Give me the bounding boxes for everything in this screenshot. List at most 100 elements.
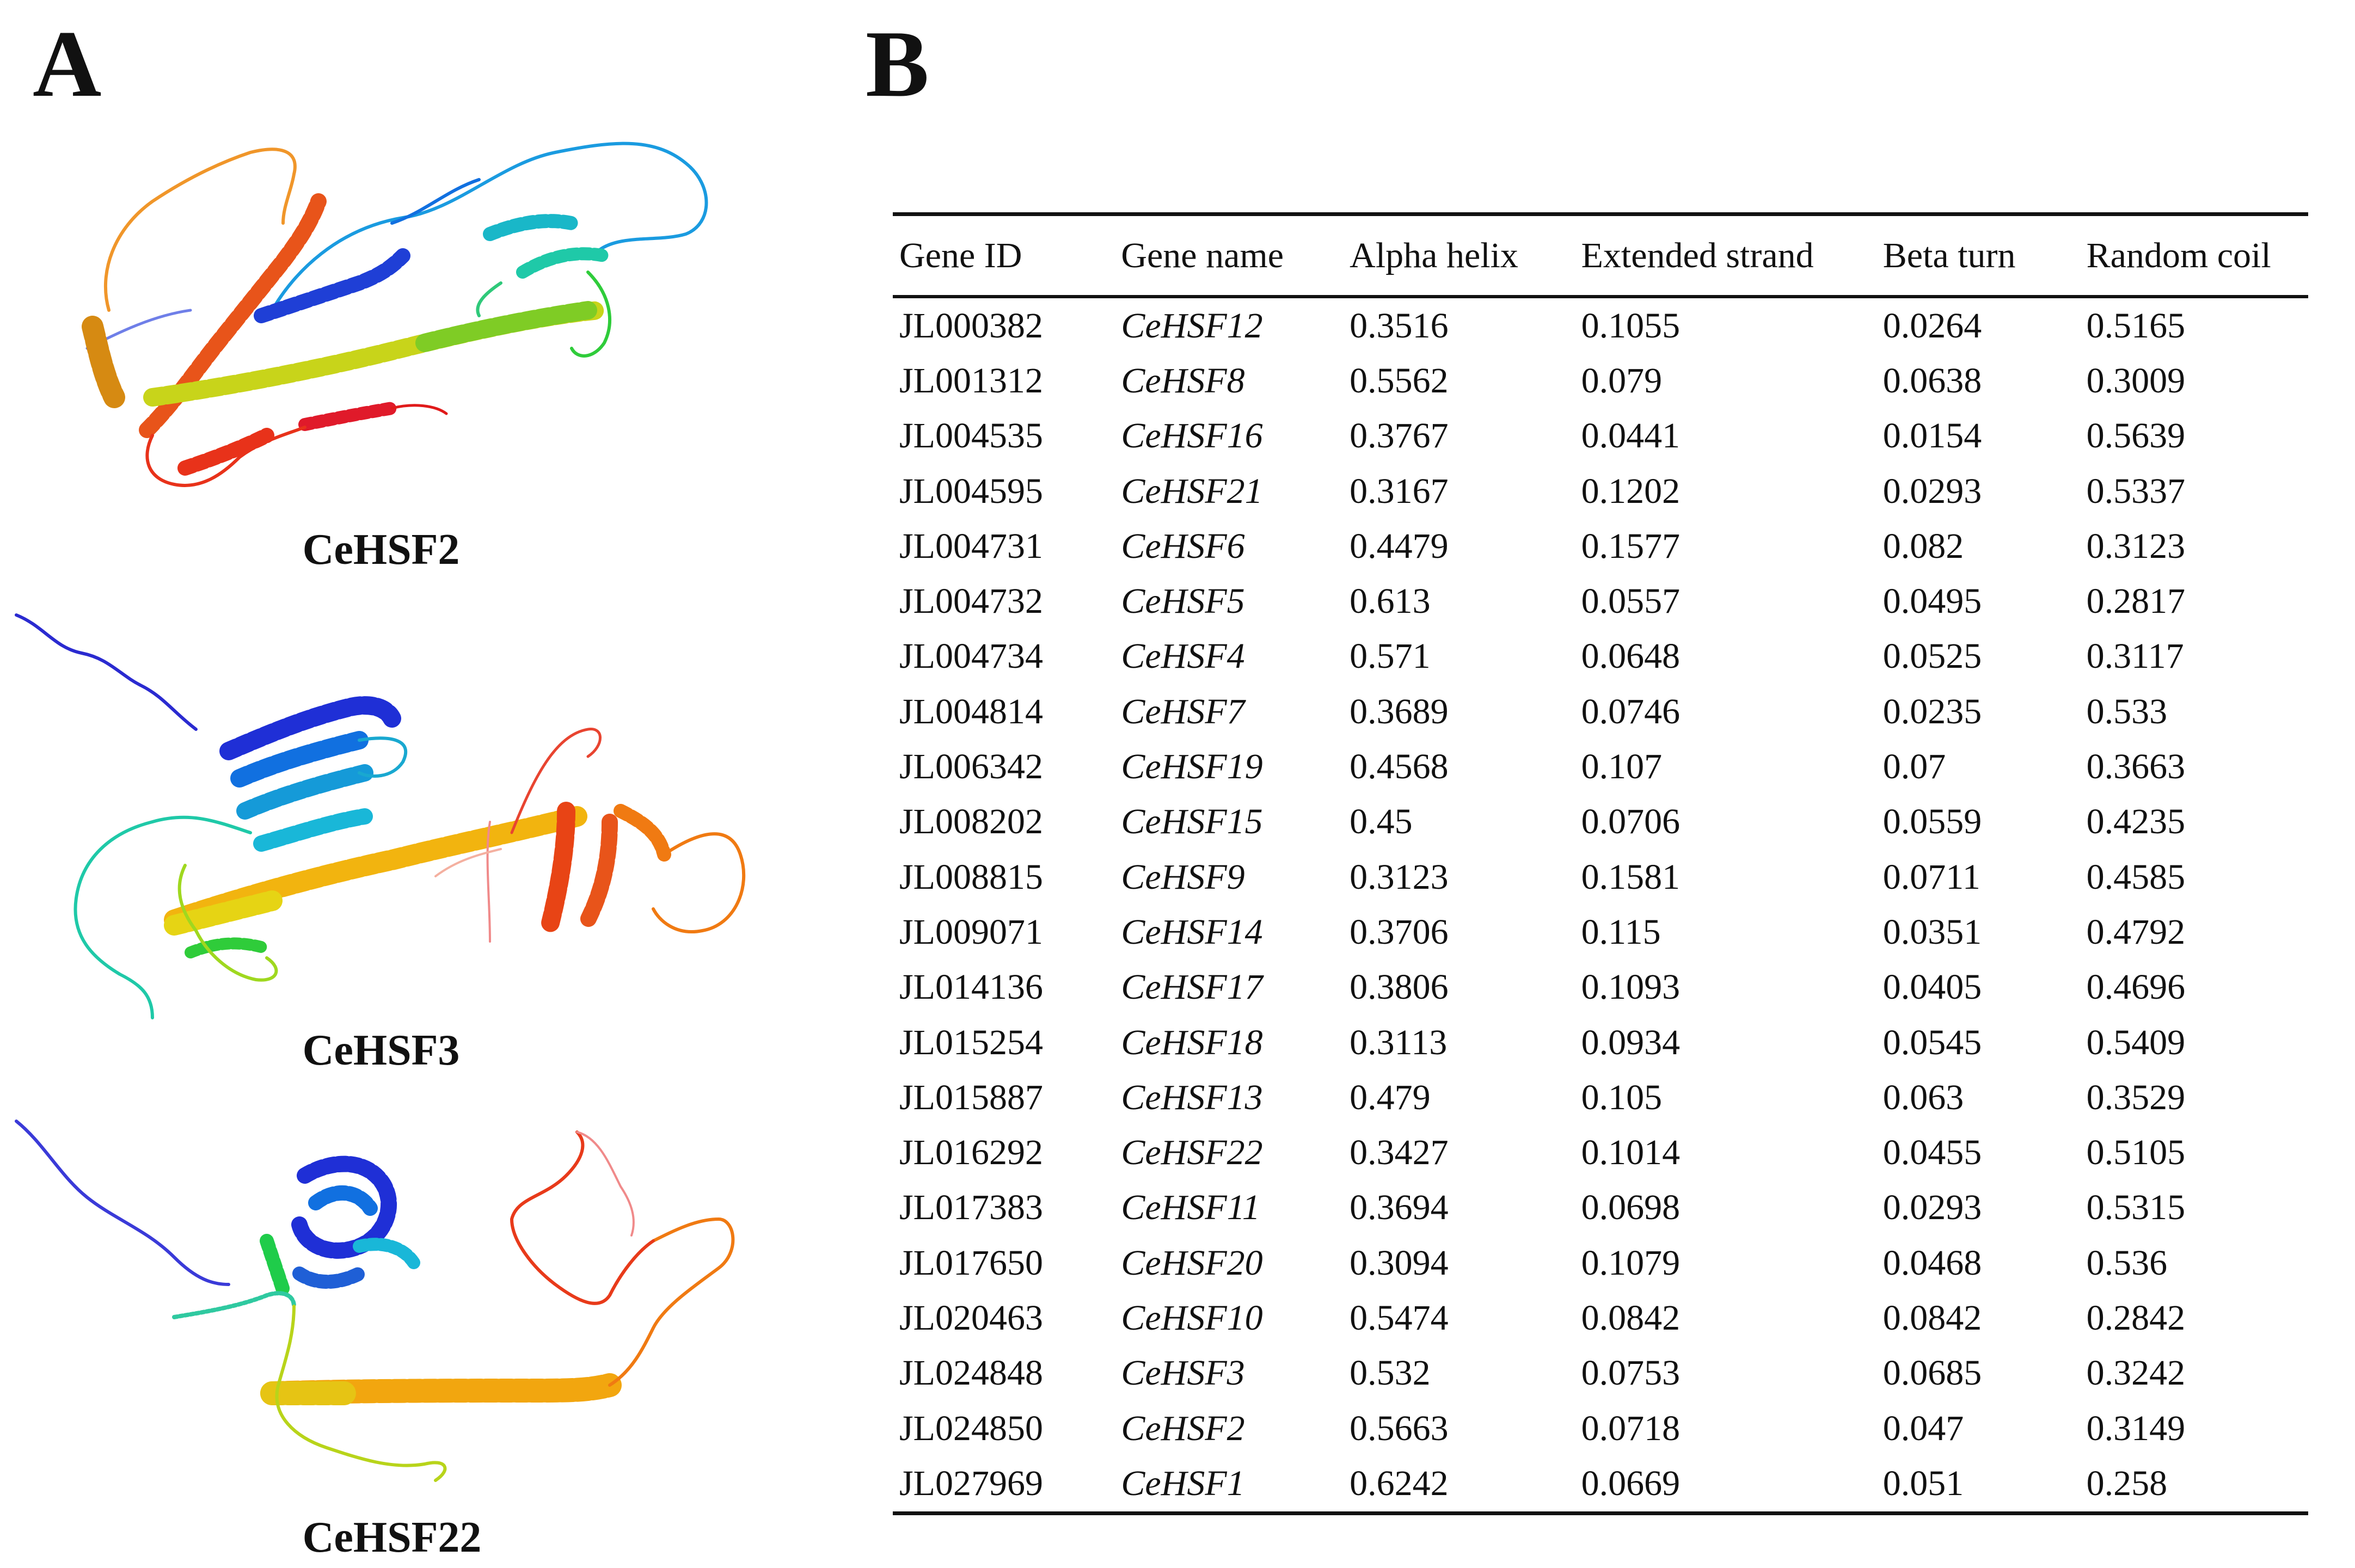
value-cell: 0.3094 <box>1350 1243 1449 1283</box>
gene-id-cell: JL015254 <box>899 1022 1043 1062</box>
value-cell: 0.079 <box>1581 360 1663 401</box>
table-row: JL017383 CeHSF11 0.3694 0.0698 0.0293 0.5315 <box>893 1180 2308 1235</box>
gene-name-cell: CeHSF4 <box>1121 636 1245 677</box>
protein-structure-cehsf2 <box>82 142 708 487</box>
table-row: JL016292 CeHSF22 0.3427 0.1014 0.0455 0.5105 <box>893 1125 2308 1180</box>
coil-segment <box>358 736 408 778</box>
gene-name-cell: CeHSF12 <box>1121 305 1263 346</box>
gene-id-cell: JL000382 <box>899 305 1043 346</box>
column-header: Gene name <box>1121 235 1284 275</box>
value-cell: 0.5562 <box>1350 360 1449 401</box>
gene-id-cell: JL004595 <box>899 471 1043 511</box>
coil-segment <box>390 178 481 225</box>
table-row: JL004732 CeHSF5 0.613 0.0557 0.0495 0.2817 <box>893 574 2308 629</box>
gene-name-cell: CeHSF19 <box>1121 747 1263 787</box>
helix-segment <box>253 808 373 852</box>
coil-segment <box>73 815 252 1019</box>
value-cell: 0.051 <box>1882 1463 1964 1503</box>
value-cell: 0.2842 <box>2086 1298 2186 1338</box>
protein-structure-cehsf3 <box>15 613 746 1019</box>
value-cell: 0.0545 <box>1882 1022 1982 1062</box>
helix-segment <box>483 214 579 241</box>
value-cell: 0.0557 <box>1581 581 1681 622</box>
table-row: JL004734 CeHSF4 0.571 0.0648 0.0525 0.3117 <box>893 629 2308 684</box>
gene-id-cell: JL004732 <box>899 581 1043 622</box>
value-cell: 0.0495 <box>1882 581 1982 622</box>
value-cell: 0.5639 <box>2086 416 2186 456</box>
table-row: JL004731 CeHSF6 0.4479 0.1577 0.082 0.3123 <box>893 519 2308 574</box>
value-cell: 0.571 <box>1350 636 1431 677</box>
table-row: JL004535 CeHSF16 0.3767 0.0441 0.0154 0.5639 <box>893 409 2308 464</box>
value-cell: 0.0842 <box>1581 1298 1681 1338</box>
table-row: JL009071 CeHSF14 0.3706 0.115 0.0351 0.4792 <box>893 905 2308 960</box>
gene-id-cell: JL014136 <box>899 967 1043 1007</box>
value-cell: 0.5663 <box>1350 1408 1449 1448</box>
value-cell: 0.5474 <box>1350 1298 1449 1338</box>
table-header-row: Gene ID Gene name Alpha helix Extended s… <box>893 214 2308 297</box>
panel-a-label: A <box>33 11 102 116</box>
value-cell: 0.0698 <box>1581 1188 1681 1228</box>
value-cell: 0.3113 <box>1350 1022 1448 1062</box>
gene-id-cell: JL016292 <box>899 1133 1043 1173</box>
value-cell: 0.4479 <box>1350 526 1449 566</box>
gene-id-cell: JL017383 <box>899 1188 1043 1228</box>
gene-name-cell: CeHSF2 <box>1121 1408 1245 1448</box>
gene-name-cell: CeHSF6 <box>1121 526 1245 566</box>
helix-segment <box>230 731 369 788</box>
structure-caption: CeHSF3 <box>302 1026 460 1074</box>
coil-segment <box>15 613 198 731</box>
gene-id-cell: JL024850 <box>899 1408 1043 1448</box>
table-row: JL006342 CeHSF19 0.4568 0.107 0.07 0.3663 <box>893 739 2308 794</box>
coil-segment <box>510 728 602 834</box>
protein-structure-cehsf22 <box>15 1120 735 1482</box>
helix-segment <box>516 247 611 279</box>
gene-name-cell: CeHSF1 <box>1121 1463 1245 1503</box>
value-cell: 0.5409 <box>2086 1022 2186 1062</box>
value-cell: 0.063 <box>1882 1077 1964 1117</box>
value-cell: 0.5105 <box>2086 1133 2186 1173</box>
value-cell: 0.0293 <box>1882 471 1982 511</box>
column-header: Gene ID <box>899 235 1022 275</box>
value-cell: 0.479 <box>1350 1077 1431 1117</box>
value-cell: 0.07 <box>1882 747 1946 787</box>
gene-id-cell: JL001312 <box>899 360 1043 401</box>
value-cell: 0.107 <box>1581 747 1663 787</box>
value-cell: 0.1014 <box>1581 1133 1681 1173</box>
structure-caption: CeHSF2 <box>302 526 460 574</box>
value-cell: 0.1079 <box>1581 1243 1681 1283</box>
coil-segment <box>608 1217 735 1387</box>
column-header: Extended strand <box>1581 235 1814 275</box>
gene-name-cell: CeHSF11 <box>1121 1188 1260 1228</box>
gene-name-cell: CeHSF21 <box>1121 471 1263 511</box>
secondary-structure-table: Gene ID Gene name Alpha helix Extended s… <box>893 212 2308 1515</box>
coil-segment <box>576 1131 635 1237</box>
value-cell: 0.5337 <box>2086 471 2186 511</box>
helix-segment <box>82 316 125 408</box>
structure-caption: CeHSF22 <box>302 1514 482 1561</box>
coil-segment <box>510 1130 655 1305</box>
value-cell: 0.0669 <box>1581 1463 1681 1503</box>
value-cell: 0.0746 <box>1581 691 1681 731</box>
value-cell: 0.1202 <box>1581 471 1681 511</box>
coil-segment <box>177 864 278 982</box>
value-cell: 0.3009 <box>2086 360 2186 401</box>
panel-b-label: B <box>866 11 929 116</box>
gene-name-cell: CeHSF18 <box>1121 1022 1263 1062</box>
coil-segment <box>145 426 306 487</box>
helix-segment <box>260 1234 290 1297</box>
coil-segment <box>275 1305 447 1482</box>
value-cell: 0.0264 <box>1882 305 1982 346</box>
value-cell: 0.0706 <box>1581 802 1681 842</box>
value-cell: 0.536 <box>2086 1243 2168 1283</box>
value-cell: 0.0842 <box>1882 1298 1982 1338</box>
value-cell: 0.3663 <box>2086 747 2186 787</box>
value-cell: 0.047 <box>1882 1408 1964 1448</box>
gene-id-cell: JL004734 <box>899 636 1043 677</box>
value-cell: 0.3694 <box>1350 1188 1449 1228</box>
value-cell: 0.0638 <box>1882 360 1982 401</box>
table-body: JL000382 CeHSF12 0.3516 0.1055 0.0264 0.5165 J… <box>893 297 2308 1514</box>
value-cell: 0.0711 <box>1882 857 1980 897</box>
column-header: Random coil <box>2086 235 2271 275</box>
table-row: JL004595 CeHSF21 0.3167 0.1202 0.0293 0.5337 <box>893 464 2308 519</box>
value-cell: 0.3516 <box>1350 305 1449 346</box>
